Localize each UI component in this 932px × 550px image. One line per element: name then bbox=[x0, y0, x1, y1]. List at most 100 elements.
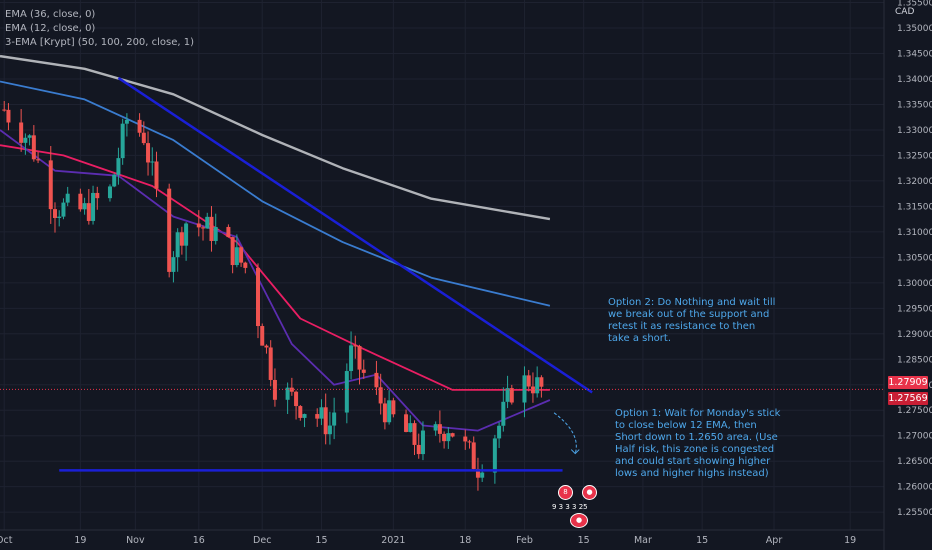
candle-body bbox=[184, 223, 189, 246]
y-tick-label: 1.25500 bbox=[897, 508, 932, 518]
candle-body bbox=[19, 122, 24, 143]
candle-body bbox=[353, 345, 358, 347]
candle-body bbox=[408, 423, 413, 432]
x-tick-label: 18 bbox=[459, 535, 471, 546]
candle-body bbox=[57, 216, 62, 218]
candle-body bbox=[327, 425, 332, 435]
candle-body bbox=[332, 412, 337, 426]
y-tick-label: 1.35500 bbox=[897, 0, 932, 9]
event-flag-icon[interactable]: ● bbox=[570, 513, 588, 528]
candle-body bbox=[475, 468, 480, 478]
candle-body bbox=[374, 372, 379, 388]
indicator-legend: EMA (36, close, 0) EMA (12, close, 0) 3-… bbox=[5, 8, 194, 50]
candle-body bbox=[213, 226, 218, 241]
candle-body bbox=[387, 400, 392, 423]
candle-body bbox=[463, 436, 468, 442]
candle-body bbox=[2, 109, 7, 111]
candle-body bbox=[535, 377, 540, 394]
candle-body bbox=[91, 192, 96, 221]
ema-line bbox=[0, 80, 551, 307]
x-tick-label: 15 bbox=[315, 535, 327, 546]
y-tick-label: 1.26000 bbox=[897, 483, 932, 493]
candle-body bbox=[522, 375, 527, 403]
candle-body bbox=[404, 414, 409, 432]
candle-body bbox=[378, 387, 383, 404]
projection-arrow bbox=[553, 412, 577, 454]
y-tick-label: 1.35000 bbox=[897, 24, 932, 34]
option2-note[interactable]: Option 2: Do Nothing and wait till we br… bbox=[608, 297, 776, 344]
y-tick-label: 1.30500 bbox=[897, 253, 932, 263]
candle-body bbox=[349, 345, 354, 372]
y-tick-label: 1.32000 bbox=[897, 177, 932, 187]
y-tick-label: 1.29000 bbox=[897, 330, 932, 340]
candle-body bbox=[344, 371, 349, 413]
candle-body bbox=[471, 442, 476, 469]
candle-body bbox=[31, 135, 36, 160]
ema-price-tag: 1.27569 bbox=[888, 392, 928, 405]
candle-body bbox=[526, 375, 531, 387]
candle-body bbox=[357, 345, 362, 370]
candle-body bbox=[492, 438, 497, 473]
legend-ema3[interactable]: 3-EMA [Krypt] (50, 100, 200, close, 1) bbox=[5, 37, 195, 48]
y-tick-label: 1.34500 bbox=[897, 50, 932, 60]
candle-body bbox=[36, 159, 41, 161]
candle-body bbox=[86, 203, 91, 221]
candle-body bbox=[256, 267, 261, 327]
event-flag-icon[interactable]: 8 bbox=[558, 485, 573, 500]
y-tick-label: 1.26500 bbox=[897, 457, 932, 467]
candle-body bbox=[154, 161, 159, 189]
legend-ema36[interactable]: EMA (36, close, 0) bbox=[5, 9, 96, 20]
economic-events[interactable]: 8 ● 9 3 3 3 25 ● bbox=[548, 485, 598, 529]
x-tick-label: 19 bbox=[844, 535, 856, 546]
candle-body bbox=[450, 433, 455, 437]
candle-body bbox=[412, 423, 417, 445]
x-tick-label: 15 bbox=[696, 535, 708, 546]
candle-body bbox=[209, 216, 214, 241]
candle-body bbox=[268, 347, 273, 380]
y-tick-label: 1.28500 bbox=[897, 355, 932, 365]
y-tick-label: 1.30000 bbox=[897, 279, 932, 289]
candle-body bbox=[323, 407, 328, 435]
candle-body bbox=[497, 425, 502, 439]
x-tick-label: 2021 bbox=[381, 535, 405, 546]
event-flag-icon[interactable]: ● bbox=[582, 485, 597, 500]
y-tick-label: 1.31000 bbox=[897, 228, 932, 238]
candle-body bbox=[264, 345, 269, 348]
candle-body bbox=[107, 186, 112, 199]
trendline-descending bbox=[117, 76, 593, 394]
candle-body bbox=[243, 262, 248, 268]
candle-body bbox=[78, 193, 83, 210]
candle-body bbox=[442, 433, 447, 442]
y-tick-label: 1.32500 bbox=[897, 151, 932, 161]
candle-body bbox=[285, 387, 290, 400]
candle-body bbox=[82, 203, 87, 210]
x-tick-label: Dec bbox=[253, 535, 271, 546]
candle-body bbox=[95, 192, 100, 199]
candle-body bbox=[382, 403, 387, 423]
candle-body bbox=[416, 444, 421, 455]
candle-body bbox=[315, 414, 320, 419]
candle-body bbox=[205, 216, 210, 229]
x-tick-label: Apr bbox=[766, 535, 783, 546]
candle-body bbox=[272, 379, 277, 400]
x-tick-label: 19 bbox=[74, 535, 86, 546]
legend-ema12[interactable]: EMA (12, close, 0) bbox=[5, 23, 96, 34]
candle-body bbox=[112, 174, 117, 187]
candle-body bbox=[437, 424, 442, 434]
trendlines bbox=[0, 76, 884, 472]
option1-note[interactable]: Option 1: Wait for Monday's stick to clo… bbox=[615, 408, 781, 479]
candle-body bbox=[171, 257, 176, 272]
candle-body bbox=[433, 424, 438, 431]
candle-body bbox=[467, 441, 472, 443]
candle-body bbox=[196, 223, 201, 228]
candle-body bbox=[234, 247, 239, 266]
candle-body bbox=[391, 400, 396, 415]
candle-body bbox=[501, 401, 506, 426]
candle-body bbox=[124, 119, 129, 124]
ema-line bbox=[0, 144, 550, 391]
x-tick-label: 16 bbox=[193, 535, 205, 546]
candle-body bbox=[509, 388, 514, 403]
candle-body bbox=[294, 391, 299, 407]
